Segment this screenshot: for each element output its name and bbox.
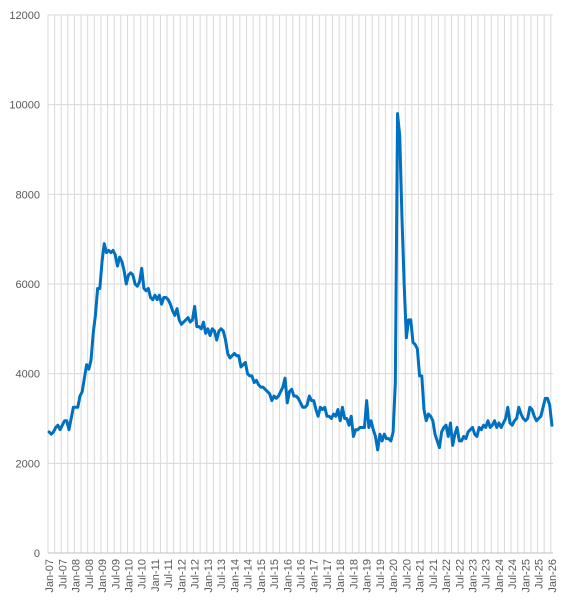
x-tick-label: Jul-15 [269, 559, 281, 589]
x-tick-label: Jan-19 [362, 559, 374, 593]
x-tick-label: Jan-23 [468, 559, 480, 593]
x-tick-label: Jan-15 [256, 559, 268, 593]
x-tick-label: Jan-10 [123, 559, 135, 593]
x-tick-label: Jan-09 [97, 559, 109, 593]
x-tick-label: Jan-13 [203, 559, 215, 593]
x-tick-label: Jan-18 [335, 559, 347, 593]
y-tick-label: 8000 [16, 189, 40, 201]
x-tick-label: Jan-17 [309, 559, 321, 593]
x-tick-label: Jul-18 [348, 559, 360, 589]
x-tick-label: Jan-07 [44, 559, 56, 593]
x-tick-label: Jan-14 [229, 559, 241, 593]
x-tick-label: Jul-10 [137, 559, 149, 589]
x-tick-label: Jul-13 [216, 559, 228, 589]
x-tick-label: Jul-24 [507, 559, 519, 589]
y-tick-label: 2000 [16, 458, 40, 470]
x-tick-label: Jul-16 [296, 559, 308, 589]
x-tick-label: Jul-14 [243, 559, 255, 589]
x-tick-label: Jul-21 [428, 559, 440, 589]
y-tick-label: 6000 [16, 279, 40, 291]
x-tick-label: Jan-11 [150, 559, 162, 592]
x-tick-label: Jul-20 [401, 559, 413, 589]
x-tick-label: Jul-12 [190, 559, 202, 589]
y-tick-label: 4000 [16, 369, 40, 381]
x-tick-label: Jul-07 [57, 559, 69, 589]
x-tick-label: Jan-25 [520, 559, 532, 593]
x-tick-label: Jan-21 [415, 559, 427, 593]
x-tick-label: Jan-16 [282, 559, 294, 593]
x-tick-label: Jul-08 [84, 559, 96, 589]
x-tick-label: Jan-08 [71, 559, 83, 593]
y-tick-label: 10000 [9, 100, 40, 112]
data-line [47, 112, 554, 452]
x-tick-label: Jan-12 [176, 559, 188, 593]
x-tick-label: Jan-24 [494, 559, 506, 593]
x-tick-label: Jul-17 [322, 559, 334, 589]
x-tick-label: Jan-22 [441, 559, 453, 593]
y-tick-label: 12000 [9, 10, 40, 22]
x-tick-label: Jul-23 [481, 559, 493, 589]
x-tick-label: Jan-20 [388, 559, 400, 593]
y-tick-label: 0 [34, 548, 40, 560]
x-tick-label: Jul-22 [454, 559, 466, 589]
x-tick-label: Jul-11 [163, 559, 175, 588]
x-tick-label: Jul-09 [110, 559, 122, 589]
x-tick-label: Jul-19 [375, 559, 387, 589]
x-tick-label: Jan-26 [547, 559, 559, 593]
x-tick-label: Jul-25 [534, 559, 546, 589]
